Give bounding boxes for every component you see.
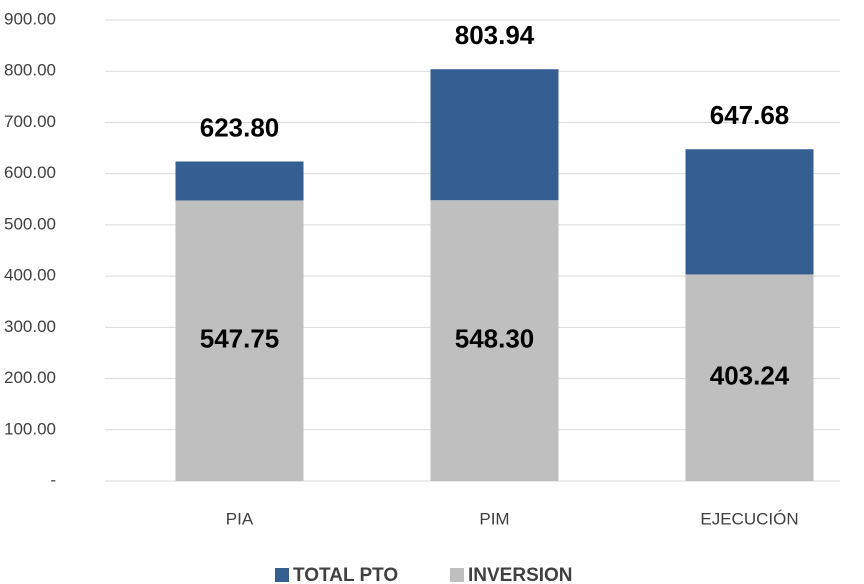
data-label: 403.24 xyxy=(710,361,790,391)
data-label: 647.68 xyxy=(710,100,790,130)
y-tick-label: 400.00 xyxy=(4,266,56,285)
y-tick-label: 100.00 xyxy=(4,419,56,438)
y-tick-label: 800.00 xyxy=(4,61,56,80)
x-tick-label: EJECUCIÓN xyxy=(700,509,798,528)
legend-label: INVERSION xyxy=(468,565,573,584)
legend-swatch xyxy=(275,568,289,582)
bar xyxy=(430,200,559,481)
y-tick-label: - xyxy=(50,470,56,489)
y-tick-label: 600.00 xyxy=(4,163,56,182)
data-label: 548.30 xyxy=(455,323,535,353)
x-tick-label: PIM xyxy=(479,509,509,528)
bar xyxy=(685,274,814,481)
y-tick-label: 300.00 xyxy=(4,317,56,336)
y-tick-label: 900.00 xyxy=(4,9,56,28)
data-label: 547.75 xyxy=(200,324,280,354)
y-tick-label: 200.00 xyxy=(4,368,56,387)
y-tick-label: 700.00 xyxy=(4,112,56,131)
bar xyxy=(175,200,304,481)
y-tick-label: 500.00 xyxy=(4,214,56,233)
x-tick-label: PIA xyxy=(226,509,254,528)
data-label: 803.94 xyxy=(455,20,535,50)
legend-swatch xyxy=(450,568,464,582)
data-label: 623.80 xyxy=(200,112,280,142)
legend-label: TOTAL PTO xyxy=(293,565,398,584)
